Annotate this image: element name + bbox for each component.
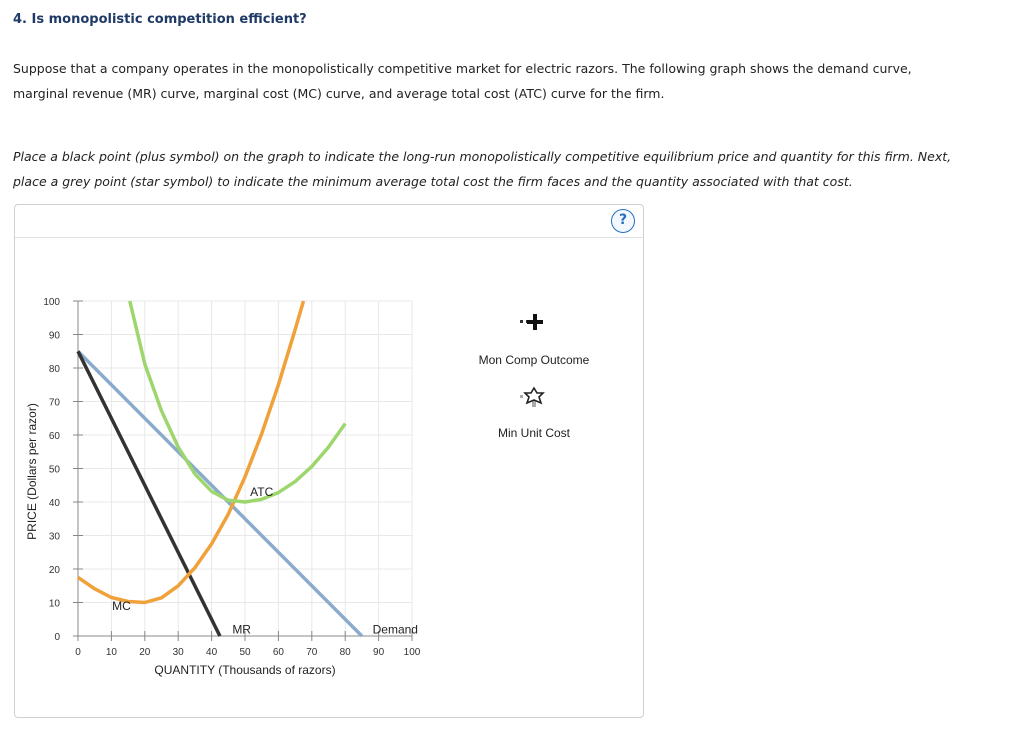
min-unit-cost-tool[interactable]: Min Unit Cost	[498, 386, 571, 440]
question-title: 4. Is monopolistic competition efficient…	[13, 12, 307, 27]
instruction-line-1: Place a black point (plus symbol) on the…	[13, 149, 952, 164]
mon-comp-outcome-tool[interactable]: Mon Comp Outcome	[479, 314, 590, 367]
graph-panel: ?	[14, 204, 644, 718]
star-symbol-icon	[520, 386, 545, 407]
plus-symbol-icon	[520, 314, 543, 330]
instruction-line-2: place a grey point (star symbol) to indi…	[13, 174, 853, 189]
mon-comp-outcome-label: Mon Comp Outcome	[479, 353, 590, 367]
intro-line-1: Suppose that a company operates in the m…	[13, 61, 912, 76]
graph-panel-header: ?	[15, 205, 643, 238]
help-button[interactable]: ?	[611, 209, 635, 233]
question-intro: Suppose that a company operates in the m…	[13, 56, 1003, 106]
question-instructions: Place a black point (plus symbol) on the…	[13, 144, 1003, 194]
min-unit-cost-label: Min Unit Cost	[498, 426, 571, 440]
intro-line-2: marginal revenue (MR) curve, marginal co…	[13, 86, 665, 101]
